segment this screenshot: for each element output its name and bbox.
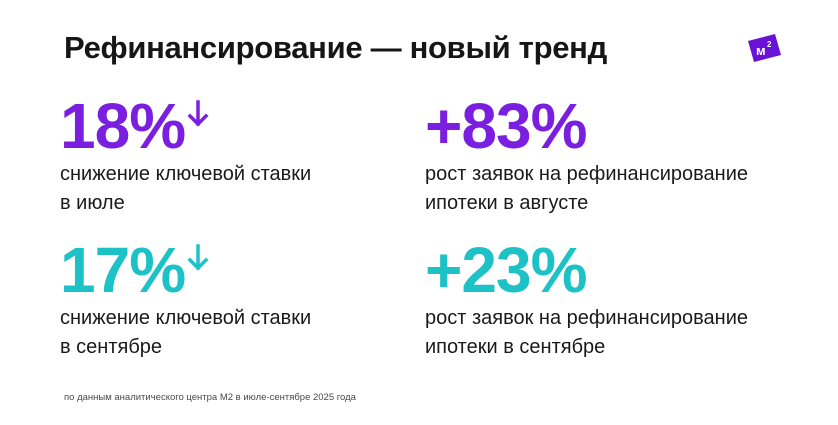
stat-desc-line: в июле (60, 192, 125, 214)
stat-value: 17% (60, 234, 186, 306)
stat-september-rate: 17% снижение ключевой ставки в сентябре (60, 238, 311, 362)
stat-desc-line: снижение ключевой ставки (60, 163, 312, 185)
stat-august-applications: +83% рост заявок на рефинансирование ипо… (425, 94, 748, 218)
stat-desc-line: рост заявок на рефинансирование (425, 163, 749, 185)
stat-desc-line: ипотеки в августе (425, 192, 589, 214)
stat-value: +83% (425, 90, 587, 162)
down-arrow-icon (187, 100, 209, 127)
down-arrow-icon (187, 244, 209, 271)
stat-desc-line: ипотеки в сентябре (425, 336, 606, 358)
m2-logo: м 2 (748, 34, 781, 62)
stat-desc-line: снижение ключевой ставки (60, 307, 312, 329)
svg-text:2: 2 (767, 40, 772, 49)
page-title: Рефинансирование — новый тренд (64, 30, 607, 65)
stat-value: +23% (425, 234, 587, 306)
stat-desc-line: рост заявок на рефинансирование (425, 307, 749, 329)
source-footnote: по данным аналитического центра М2 в июл… (64, 392, 356, 403)
svg-text:м: м (756, 43, 766, 58)
stat-july-rate: 18% снижение ключевой ставки в июле (60, 94, 311, 218)
stat-september-applications: +23% рост заявок на рефинансирование ипо… (425, 238, 748, 362)
stat-value: 18% (60, 90, 186, 162)
stat-desc-line: в сентябре (60, 336, 163, 358)
